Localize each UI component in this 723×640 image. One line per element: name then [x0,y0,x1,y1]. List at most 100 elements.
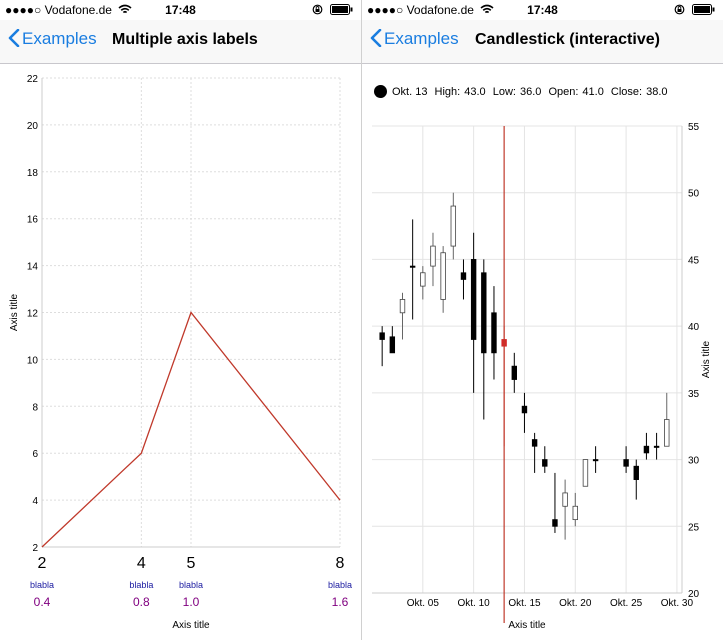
y-tick-label: 6 [32,449,38,460]
status-time: 17:48 [165,3,196,17]
x-tick-label: Okt. 25 [610,598,643,609]
rotation-lock-icon [674,4,685,15]
x-tick-sub-label: blabla [129,580,153,590]
selection-info-bar: Okt. 13 High: 43.0 Low: 36.0 Open: 41.0 Clo… [374,85,672,98]
candle-body [440,252,446,300]
candle-body [643,445,650,454]
back-button[interactable]: Examples [370,28,459,49]
candle-body [491,312,497,354]
screen-title: Multiple axis labels [112,31,258,48]
y-tick-label: 8 [32,402,38,413]
navigation-bar: Examples Candlestick (interactive) [362,20,723,64]
back-button-label: Examples [22,29,97,48]
x-axis-title: Axis title [172,620,210,631]
x-tick-label: Okt. 30 [661,598,694,609]
x-tick-label: Okt. 15 [508,598,541,609]
candle-body [379,332,385,340]
line-chart[interactable]: 2468101214161820222blabla0.44blabla0.85b… [0,64,361,640]
candle-body [664,419,670,447]
x-tick-label: Okt. 10 [458,598,491,609]
x-tick-sub-label: blabla [328,580,352,590]
y-tick-label: 20 [688,589,700,600]
x-tick-label: Okt. 05 [407,598,440,609]
candle-body [572,505,578,521]
x-tick-label: 5 [187,555,196,572]
chevron-left-icon [370,28,382,48]
wifi-icon [118,4,132,14]
info-open-label: Open: [548,86,579,98]
candlestick-chart[interactable]: 20 25 30 35 40 45 50 55 Okt. 05 Okt. 10 Okt. 15 Okt… [362,64,723,640]
candle-body [481,272,487,354]
series-line [41,311,341,548]
x-tick-sub-value: 1.6 [332,595,349,609]
candle-body [582,459,589,487]
y-tick-label: 12 [27,309,39,320]
y-tick-label: 55 [688,122,700,133]
selection-dot-icon [374,85,387,98]
rotation-lock-icon [312,4,323,15]
x-tick-sub-label: blabla [179,580,203,590]
x-tick-sub-value: 1.0 [183,595,200,609]
info-open-value: 41.0 [582,86,604,98]
wifi-icon [480,4,494,14]
x-tick-sub-value: 0.8 [133,595,150,609]
status-time: 17:48 [527,3,558,17]
y-tick-label: 50 [688,189,700,200]
x-tick-label: 2 [38,555,47,572]
y-tick-label: 14 [27,262,39,273]
candle-body [521,405,528,414]
info-high-value: 43.0 [464,86,486,98]
candle-body [470,259,477,340]
screen-title: Candlestick (interactive) [475,31,660,48]
info-date: Okt. 13 [392,86,428,98]
y-tick-label: 16 [27,215,39,226]
back-button[interactable]: Examples [8,28,97,49]
candle-body [460,272,467,280]
candle-body [399,299,406,314]
candle-body [511,365,517,380]
y-tick-label: 25 [688,522,700,533]
chevron-left-icon [8,28,20,48]
y-axis-title: Axis title [701,340,712,378]
candle-body [552,519,558,527]
info-low-value: 36.0 [519,86,542,98]
y-tick-label: 30 [688,456,700,467]
carrier-label: ●●●●○ Vodafone.de [367,3,474,17]
battery-icon [692,4,715,15]
y-tick-label: 40 [688,322,700,333]
navigation-bar: Examples Multiple axis labels [0,20,361,64]
battery-icon [330,4,353,15]
candle-body [653,445,660,448]
candle-body [623,459,629,467]
candle-body [562,492,568,507]
y-tick-label: 35 [688,389,700,400]
y-tick-label: 2 [32,543,38,554]
y-tick-label: 20 [27,121,39,132]
candle-body [409,265,416,268]
right-screen: ●●●●○ Vodafone.de 17:48 E [362,0,723,640]
candle-body [531,439,538,447]
back-button-label: Examples [384,29,459,48]
y-axis-title: Axis title [9,293,20,331]
y-tick-label: 4 [32,496,38,507]
status-bar: ●●●●○ Vodafone.de 17:48 [0,0,361,20]
info-close-label: Close: [610,86,643,98]
candle-body [420,272,426,287]
left-screen: ●●●●○ Vodafone.de 17:48 E [0,0,361,640]
x-tick-sub-value: 0.4 [34,595,51,609]
candle-body [430,245,436,267]
y-tick-label: 22 [27,74,39,85]
x-tick-label: 4 [137,555,146,572]
x-tick-sub-label: blabla [30,580,54,590]
candle-body [389,336,396,354]
info-close-value: 38.0 [646,86,668,98]
info-high-label: High: [434,86,461,98]
y-tick-label: 18 [27,168,39,179]
candle-body [450,205,457,247]
x-tick-label: 8 [336,555,345,572]
info-low-label: Low: [492,86,516,98]
status-bar: ●●●●○ Vodafone.de 17:48 [362,0,723,20]
candle-body [542,459,548,467]
x-tick-label: Okt. 20 [559,598,592,609]
candle-body [592,459,599,462]
